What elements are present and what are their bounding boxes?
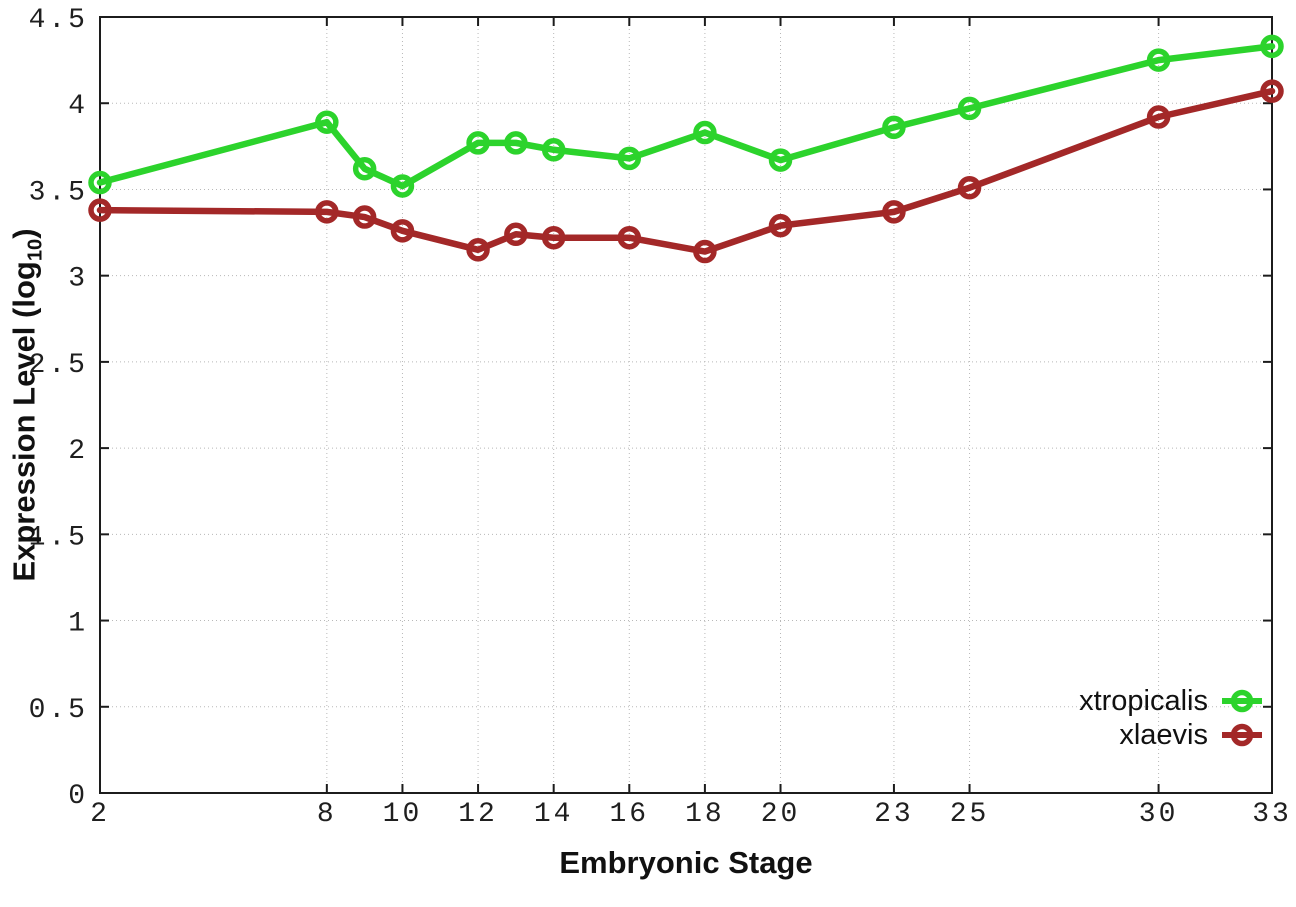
- data-point-xlaevis: [352, 205, 377, 229]
- data-point-xtropicalis: [504, 131, 528, 155]
- legend-label: xlaevis: [1119, 719, 1208, 751]
- plot-border: [99, 16, 1273, 794]
- x-tick-label: 2: [90, 799, 110, 830]
- data-point-xtropicalis: [466, 131, 490, 155]
- data-point-xlaevis: [617, 225, 642, 250]
- data-point-xlaevis: [768, 213, 793, 238]
- x-tick-label: 20: [761, 799, 801, 830]
- data-point-xlaevis: [466, 238, 490, 262]
- x-tick-label: 23: [874, 799, 914, 830]
- data-point-xtropicalis: [541, 138, 566, 162]
- x-tick-label: 30: [1139, 799, 1179, 830]
- data-point-xlaevis: [390, 219, 415, 243]
- x-tick-label: 8: [317, 799, 337, 830]
- series-line-xtropicalis: [96, 43, 1276, 190]
- data-point-xtropicalis: [1260, 34, 1284, 59]
- series-marker-icon: [1222, 689, 1262, 713]
- legend-circle: [1230, 723, 1254, 747]
- data-point-xtropicalis: [768, 148, 793, 172]
- data-point-xtropicalis: [957, 96, 982, 121]
- data-point-xlaevis: [882, 200, 906, 224]
- x-tick-label: 25: [950, 799, 990, 830]
- data-point-xtropicalis: [693, 120, 717, 145]
- x-tick-label: 33: [1252, 799, 1292, 830]
- data-point-xlaevis: [957, 175, 982, 200]
- data-point-xtropicalis: [1146, 48, 1171, 72]
- legend-item-xlaevis: xlaevis: [1079, 718, 1264, 752]
- data-point-xlaevis: [693, 239, 717, 264]
- data-point-xtropicalis: [882, 115, 906, 140]
- series-marker-icon: [1222, 723, 1262, 747]
- x-tick-label: 10: [383, 799, 423, 830]
- y-axis-title-text: Expression Level (log: [6, 261, 42, 582]
- x-tick-label: 18: [685, 799, 725, 830]
- y-tick-label: 3: [68, 264, 88, 295]
- legend-circle: [1230, 689, 1254, 713]
- y-tick-label: 4: [68, 91, 88, 122]
- x-axis-title: Embryonic Stage: [559, 845, 813, 880]
- y-tick-label: 2: [68, 436, 88, 467]
- data-point-xlaevis: [315, 200, 339, 224]
- x-tick-label: 12: [458, 799, 498, 830]
- data-point-xtropicalis: [352, 157, 377, 181]
- y-tick-label: 0: [68, 781, 88, 812]
- data-point-xlaevis: [1260, 79, 1284, 103]
- legend-label: xtropicalis: [1079, 685, 1208, 717]
- y-tick-label: 2.5: [29, 350, 88, 381]
- data-point-xlaevis: [504, 222, 528, 247]
- y-axis-title-close: ): [6, 228, 42, 239]
- data-point-xlaevis: [88, 198, 112, 222]
- y-tick-label: 3.5: [29, 177, 88, 208]
- data-point-xtropicalis: [617, 146, 642, 171]
- data-point-xtropicalis: [390, 174, 415, 198]
- x-tick-label: 16: [609, 799, 649, 830]
- data-point-xtropicalis: [88, 170, 112, 195]
- legend: xtropicalis xlaevis: [1079, 684, 1264, 752]
- series-line-xlaevis: [96, 87, 1276, 255]
- y-axis-title-subscript: 10: [24, 238, 47, 262]
- legend-item-xtropicalis: xtropicalis: [1079, 684, 1264, 718]
- y-tick-label: 0.5: [29, 695, 88, 726]
- data-point-xtropicalis: [315, 110, 339, 134]
- data-point-xlaevis: [1146, 105, 1171, 129]
- data-point-xlaevis: [541, 225, 566, 250]
- y-axis-title: Expression Level (log10): [6, 228, 47, 581]
- y-tick-label: 1: [68, 609, 88, 640]
- y-tick-label: 1.5: [29, 522, 88, 553]
- y-tick-label: 4.5: [29, 5, 88, 36]
- x-tick-label: 14: [534, 799, 574, 830]
